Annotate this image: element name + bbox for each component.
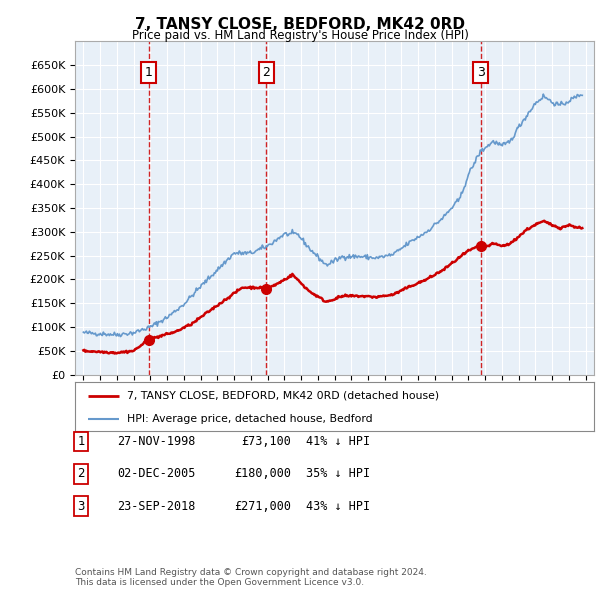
Text: 2: 2: [262, 65, 270, 78]
Text: £180,000: £180,000: [234, 467, 291, 480]
Text: 7, TANSY CLOSE, BEDFORD, MK42 0RD (detached house): 7, TANSY CLOSE, BEDFORD, MK42 0RD (detac…: [127, 391, 439, 401]
Text: Price paid vs. HM Land Registry's House Price Index (HPI): Price paid vs. HM Land Registry's House …: [131, 30, 469, 42]
Text: 3: 3: [77, 500, 85, 513]
Text: 02-DEC-2005: 02-DEC-2005: [117, 467, 196, 480]
Text: 1: 1: [145, 65, 152, 78]
Text: 41% ↓ HPI: 41% ↓ HPI: [306, 435, 370, 448]
Text: 43% ↓ HPI: 43% ↓ HPI: [306, 500, 370, 513]
Text: 1: 1: [77, 435, 85, 448]
Text: 7, TANSY CLOSE, BEDFORD, MK42 0RD: 7, TANSY CLOSE, BEDFORD, MK42 0RD: [135, 17, 465, 31]
Text: 2: 2: [77, 467, 85, 480]
Text: 3: 3: [477, 65, 485, 78]
Text: £271,000: £271,000: [234, 500, 291, 513]
Text: 35% ↓ HPI: 35% ↓ HPI: [306, 467, 370, 480]
Text: Contains HM Land Registry data © Crown copyright and database right 2024.
This d: Contains HM Land Registry data © Crown c…: [75, 568, 427, 587]
Text: 27-NOV-1998: 27-NOV-1998: [117, 435, 196, 448]
Text: HPI: Average price, detached house, Bedford: HPI: Average price, detached house, Bedf…: [127, 414, 373, 424]
Text: 23-SEP-2018: 23-SEP-2018: [117, 500, 196, 513]
Text: £73,100: £73,100: [241, 435, 291, 448]
